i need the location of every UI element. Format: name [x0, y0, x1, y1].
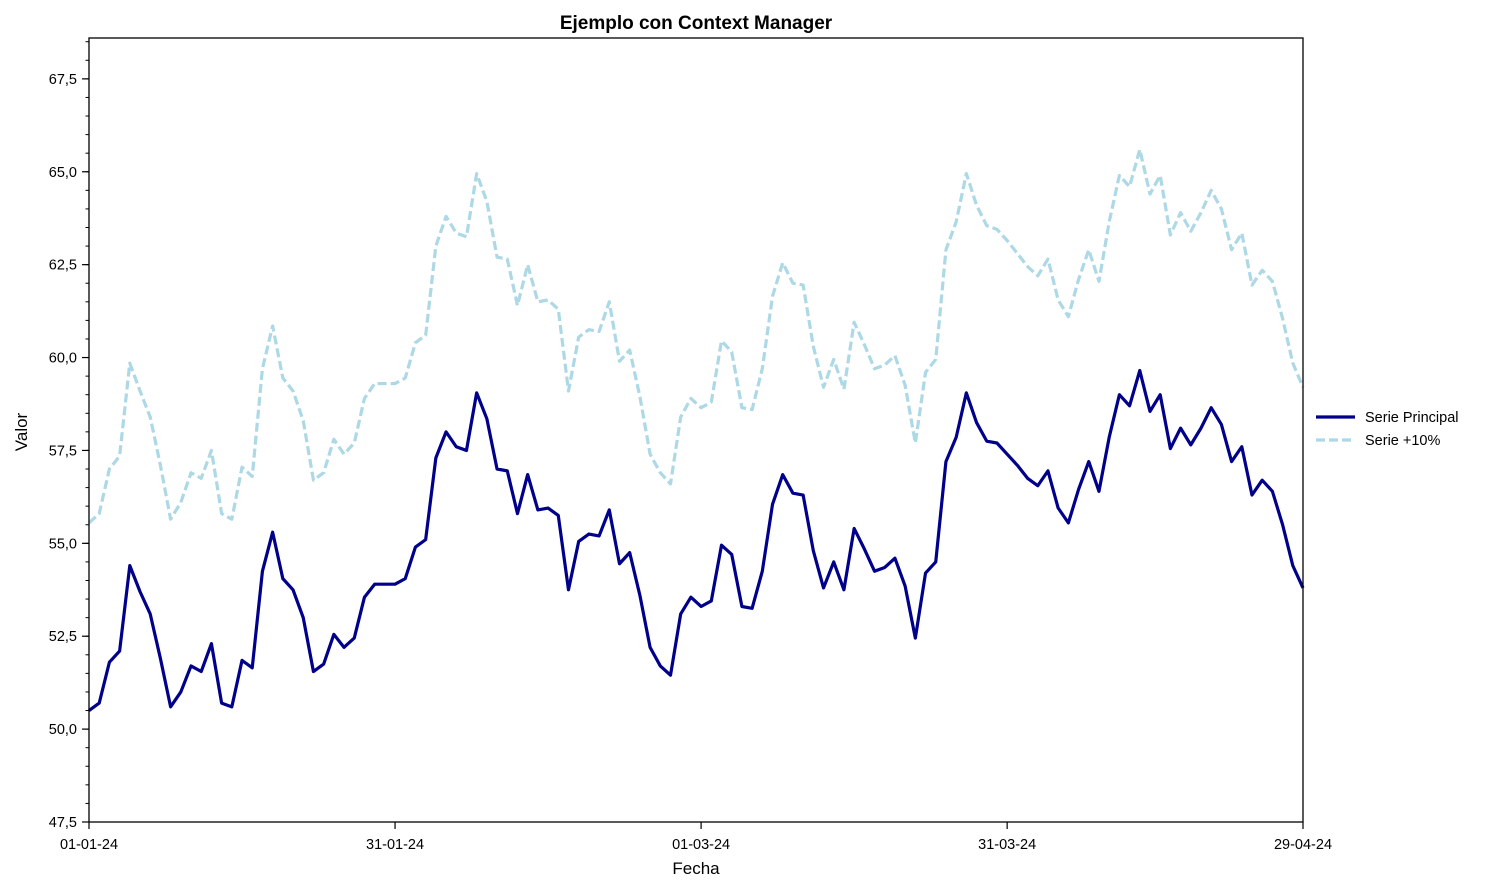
- x-axis: 01-01-24 31-01-24 01-03-24 31-03-24 29-04-24: [60, 822, 1332, 853]
- y-tick-label: 50,0: [49, 722, 77, 738]
- y-tick-label: 52,5: [49, 629, 77, 645]
- x-tick-label: 01-01-24: [60, 837, 118, 853]
- legend-label-1: Serie Principal: [1365, 410, 1459, 426]
- x-tick-label: 31-03-24: [978, 837, 1036, 853]
- y-tick-label: 65,0: [49, 165, 77, 181]
- series-line-1: [88, 368, 1305, 712]
- chart-title: Ejemplo con Context Manager: [560, 13, 833, 34]
- x-tick-label: 29-04-24: [1274, 837, 1332, 853]
- x-axis-label: Fecha: [672, 859, 720, 878]
- series-layer: [87, 147, 1305, 712]
- series-line-2: [87, 147, 1305, 525]
- legend-label-2: Serie +10%: [1365, 433, 1440, 449]
- y-tick-label: 60,0: [49, 351, 77, 367]
- plot-frame: [88, 37, 1304, 823]
- y-axis-label: Valor: [12, 412, 31, 451]
- y-tick-label: 57,5: [49, 443, 77, 459]
- y-tick-label: 67,5: [49, 72, 77, 88]
- y-tick-label: 55,0: [49, 536, 77, 552]
- x-tick-label: 01-03-24: [672, 837, 730, 853]
- x-tick-label: 31-01-24: [366, 837, 424, 853]
- y-tick-label: 62,5: [49, 258, 77, 274]
- y-axis: 47,5 50,0 52,5 55,0 57,5 60,0 62,5 65,0 67,5: [49, 41, 89, 831]
- y-tick-label: 47,5: [49, 815, 77, 831]
- legend: Serie Principal Serie +10%: [1316, 410, 1459, 449]
